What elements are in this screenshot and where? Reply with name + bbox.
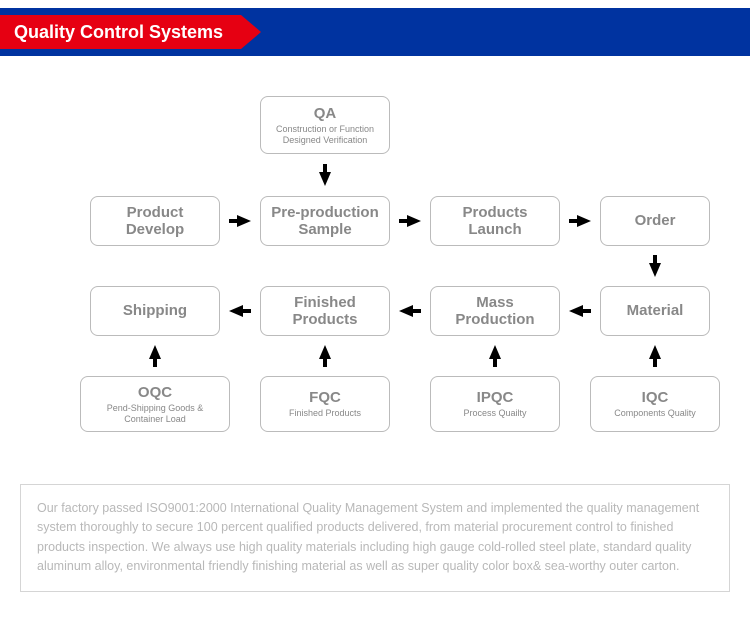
node-title: Mass Production (437, 294, 553, 329)
node-title: Order (635, 212, 676, 229)
arrow-ipqc-mass (489, 345, 501, 359)
node-title: Product Develop (97, 204, 213, 239)
arrow-fqc-finished (319, 345, 331, 359)
node-material: Material (600, 286, 710, 336)
node-title: Material (627, 302, 684, 319)
arrow-oqc-shipping (149, 345, 161, 359)
page-title: Quality Control Systems (0, 15, 241, 49)
node-pps: Pre-production Sample (260, 196, 390, 246)
node-qa: QA Construction or Function Designed Veri… (260, 96, 390, 154)
node-title: IQC (642, 389, 669, 406)
arrow-iqc-material (649, 345, 661, 359)
node-shipping: Shipping (90, 286, 220, 336)
node-subtitle: Finished Products (289, 408, 361, 418)
footer-description: Our factory passed ISO9001:2000 Internat… (20, 484, 730, 592)
node-subtitle: Pend-Shipping Goods & Container Load (87, 403, 223, 424)
arrow-launch-order (577, 215, 591, 227)
node-subtitle: Components Quality (614, 408, 696, 418)
arrow-finished-shipping (229, 305, 243, 317)
node-oqc: OQC Pend-Shipping Goods & Container Load (80, 376, 230, 432)
node-subtitle: Process Quailty (463, 408, 526, 418)
node-title: Products Launch (437, 204, 553, 239)
node-iqc: IQC Components Quality (590, 376, 720, 432)
node-title: IPQC (477, 389, 514, 406)
node-ipqc: IPQC Process Quailty (430, 376, 560, 432)
arrow-material-mass (569, 305, 583, 317)
node-finished: Finished Products (260, 286, 390, 336)
node-title: QA (314, 105, 337, 122)
header-band: Quality Control Systems (0, 8, 750, 56)
node-title: Pre-production Sample (267, 204, 383, 239)
arrow-order-material (649, 263, 661, 277)
node-title: Finished Products (267, 294, 383, 329)
node-mass: Mass Production (430, 286, 560, 336)
node-order: Order (600, 196, 710, 246)
arrow-pps-launch (407, 215, 421, 227)
arrow-dev-pps (237, 215, 251, 227)
node-dev: Product Develop (90, 196, 220, 246)
node-fqc: FQC Finished Products (260, 376, 390, 432)
arrow-qa-pps (319, 172, 331, 186)
node-title: Shipping (123, 302, 187, 319)
node-title: FQC (309, 389, 341, 406)
node-launch: Products Launch (430, 196, 560, 246)
arrow-mass-finished (399, 305, 413, 317)
node-title: OQC (138, 384, 172, 401)
node-subtitle: Construction or Function Designed Verifi… (267, 124, 383, 145)
flowchart-canvas: QA Construction or Function Designed Veri… (0, 56, 750, 476)
